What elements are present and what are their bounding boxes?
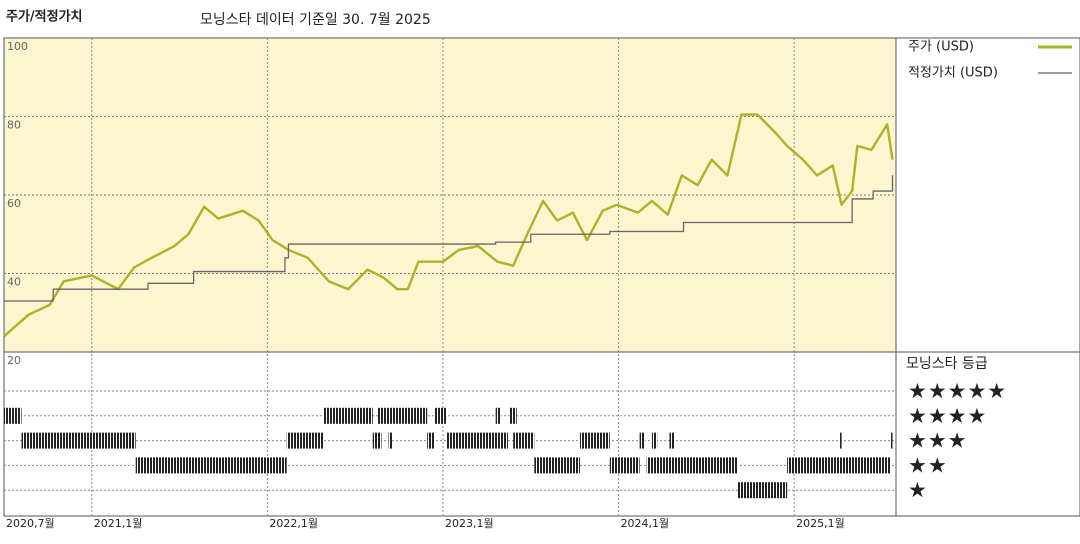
- x-tick-label: 2024,1월: [621, 517, 670, 530]
- rating-label: ★★★★★: [908, 379, 1007, 403]
- rating-bar: [378, 407, 428, 424]
- y-tick-label: 80: [7, 119, 21, 132]
- rating-bar: [21, 432, 136, 449]
- rating-bar: [646, 457, 738, 474]
- x-tick-label: 2020,7월: [6, 517, 55, 530]
- rating-bar: [509, 407, 517, 424]
- rating-bar: [737, 482, 788, 499]
- x-tick-label: 2025,1월: [796, 517, 845, 530]
- legend-label: 적정가치 (USD): [908, 66, 998, 81]
- y-tick-label: 20: [7, 354, 21, 367]
- rating-bar: [639, 432, 645, 449]
- frame: [3, 37, 1080, 517]
- rating-bar: [579, 432, 610, 449]
- rating-bar: [513, 432, 535, 449]
- rating-bar: [890, 432, 893, 449]
- rating-bar: [609, 457, 640, 474]
- rating-bar: [388, 432, 393, 449]
- y-tick-label: 60: [7, 197, 21, 210]
- rating-bar: [495, 407, 501, 424]
- chart-title: 주가/적정가치: [6, 9, 83, 25]
- rating-bar: [286, 432, 324, 449]
- x-tick-label: 2022,1월: [269, 517, 318, 530]
- rating-bar: [787, 457, 891, 474]
- rating-title: 모닝스타 등급: [906, 356, 988, 372]
- rating-bar: [135, 457, 287, 474]
- rating-bar: [669, 432, 675, 449]
- rating-bar: [651, 432, 658, 449]
- rating-label: ★★★: [908, 429, 967, 453]
- legend-label: 주가 (USD): [908, 40, 974, 55]
- rating-bar: [4, 407, 22, 424]
- rating-bar: [446, 432, 508, 449]
- x-tick-label: 2023,1월: [445, 517, 494, 530]
- y-tick-label: 100: [7, 40, 28, 53]
- series-line: [4, 175, 894, 302]
- rating-bar: [372, 432, 382, 449]
- rating-bar: [323, 407, 373, 424]
- rating-bar: [434, 407, 447, 424]
- x-tick-label: 2021,1월: [94, 517, 143, 530]
- rating-label: ★★★★: [908, 404, 987, 428]
- rating-bar: [839, 432, 842, 449]
- rating-label: ★★: [908, 453, 948, 477]
- rating-label: ★: [908, 478, 928, 502]
- rating-bar: [534, 457, 580, 474]
- rating-bar: [427, 432, 435, 449]
- series-line: [3, 113, 894, 338]
- y-tick-label: 40: [7, 276, 21, 289]
- chart-subtitle: 모닝스타 데이터 기준일 30. 7월 2025: [200, 12, 431, 28]
